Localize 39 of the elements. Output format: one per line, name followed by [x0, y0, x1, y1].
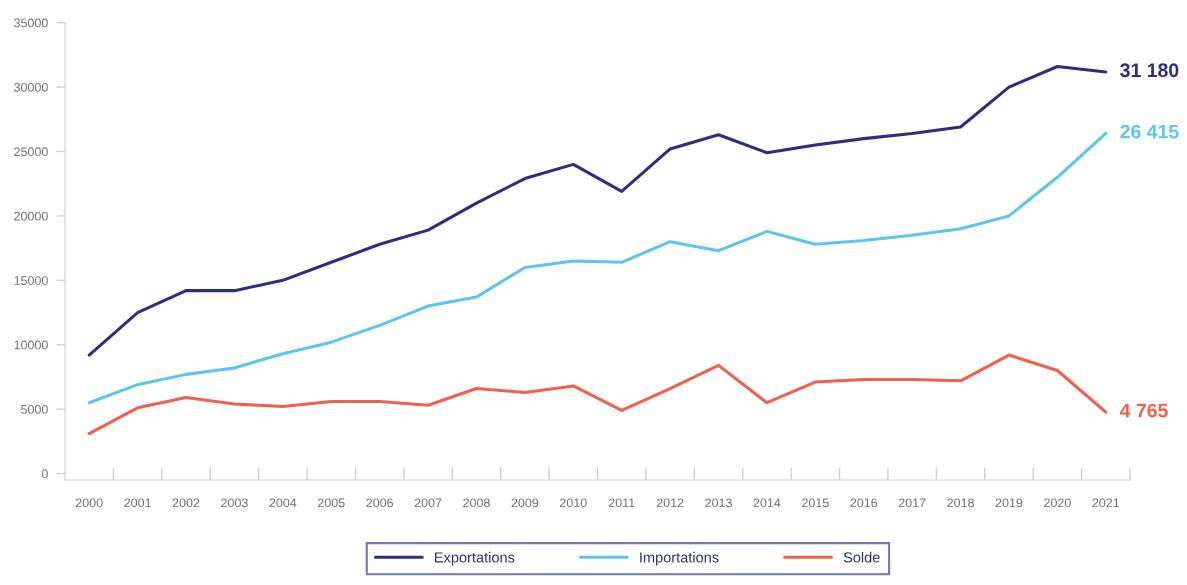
x-tick-label: 2012: [656, 498, 684, 508]
y-tick-label: 25000: [14, 147, 48, 157]
x-tick-label: 2004: [269, 498, 297, 508]
x-tick-label: 2020: [1044, 498, 1071, 508]
line-series: [87, 64, 1108, 357]
x-tick-label: 2001: [124, 498, 151, 508]
x-tick-label: 2019: [995, 498, 1023, 508]
x-tick-label: 2000: [75, 498, 103, 508]
x-tick-label: 2015: [802, 498, 829, 508]
data-label: 31 180: [1120, 63, 1179, 78]
y-tick-label: 30000: [14, 82, 48, 92]
y-tick-label: 0: [41, 469, 48, 479]
x-tick-label: 2010: [560, 498, 587, 508]
x-tick-label: 2017: [898, 498, 926, 508]
x-tick-label: 2021: [1092, 498, 1120, 508]
x-tick-label: 2011: [608, 498, 635, 508]
y-tick-label: 10000: [14, 340, 48, 350]
y-tick-label: 20000: [14, 211, 48, 221]
y-tick-label: 35000: [14, 18, 48, 28]
legend-label: Exportations: [435, 551, 515, 566]
x-tick-label: 2016: [850, 498, 878, 508]
x-tick-label: 2006: [366, 498, 394, 508]
y-tick-label: 5000: [21, 404, 48, 414]
x-tick-label: 2018: [947, 498, 974, 508]
x-tick-label: 2007: [414, 498, 442, 508]
y-tick-label: 15000: [14, 276, 48, 285]
line-series: [87, 131, 1108, 405]
x-tick-label: 2008: [463, 498, 490, 508]
x-tick-label: 2005: [317, 498, 345, 508]
data-label: 26 415: [1120, 124, 1179, 139]
legend-label: Solde: [843, 551, 880, 563]
x-tick-label: 2013: [705, 498, 732, 508]
x-tick-label: 2003: [221, 498, 248, 508]
x-tick-label: 2009: [511, 498, 539, 508]
data-label: 4 765: [1119, 403, 1168, 418]
line-series: [87, 353, 1108, 436]
x-tick-label: 2002: [172, 498, 200, 508]
legend-label: Importations: [640, 551, 719, 566]
x-tick-label: 2014: [753, 498, 781, 508]
